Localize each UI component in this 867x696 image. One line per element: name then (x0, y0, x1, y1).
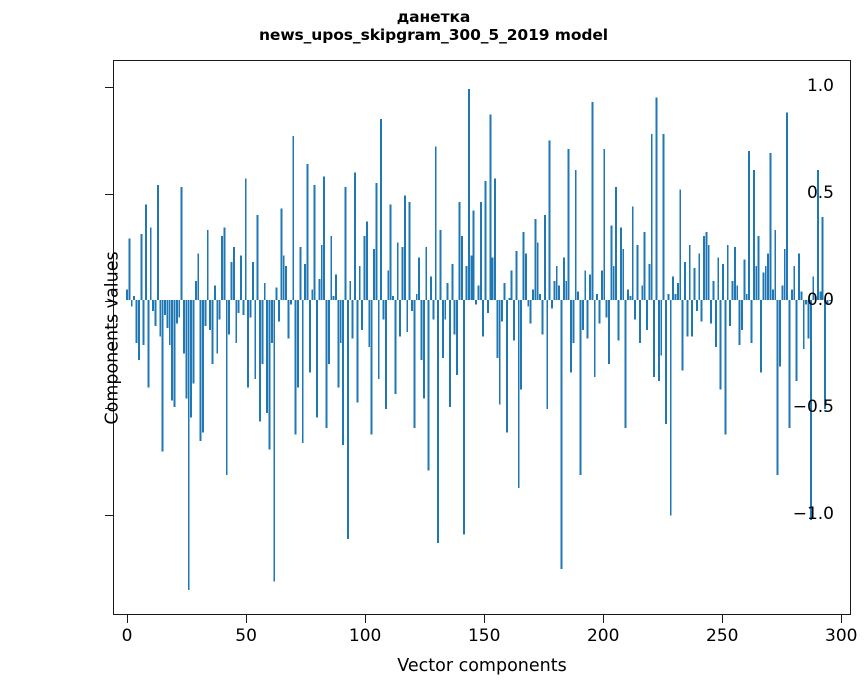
x-tick-label: 250 (706, 626, 739, 646)
x-axis-label: Vector components (397, 656, 567, 676)
y-axis-label: Components values (102, 250, 123, 425)
x-tick-label: 100 (348, 626, 382, 646)
plot-area (114, 61, 850, 614)
bar-series (126, 89, 831, 591)
y-tick-label: 0.5 (806, 183, 834, 204)
chart-title: данетка news_upos_skipgram_300_5_2019 mo… (0, 8, 867, 45)
y-tick-mark (105, 87, 114, 89)
x-tick-mark (246, 614, 248, 623)
y-tick-mark (105, 194, 114, 196)
x-tick-mark (841, 614, 843, 623)
plot-axes: −1.0 −0.5 0.0 0.5 1.0 0 50 100 150 200 250 300 Com… (103, 60, 858, 676)
x-tick-label: 200 (586, 626, 620, 646)
chart-title-line-2: news_upos_skipgram_300_5_2019 model (258, 26, 609, 45)
x-tick-label: 300 (825, 626, 858, 646)
x-tick-label: 150 (467, 626, 501, 646)
y-tick-label: 0.0 (806, 290, 834, 311)
x-tick-label: 50 (235, 626, 257, 646)
x-tick-mark (127, 614, 129, 623)
x-tick-mark (722, 614, 724, 623)
y-tick-mark (105, 515, 114, 516)
y-tick-label: 1.0 (806, 76, 834, 97)
y-tick-mark (105, 408, 114, 410)
x-tick-mark (365, 614, 367, 623)
x-tick-mark (603, 614, 605, 623)
y-tick-label: −1.0 (792, 504, 834, 524)
y-tick-label: −0.5 (792, 397, 834, 418)
chart-title-line-1: данетка (396, 8, 471, 26)
x-tick-mark (484, 614, 486, 623)
x-tick-label: 0 (121, 626, 133, 646)
y-tick-mark (105, 301, 114, 303)
